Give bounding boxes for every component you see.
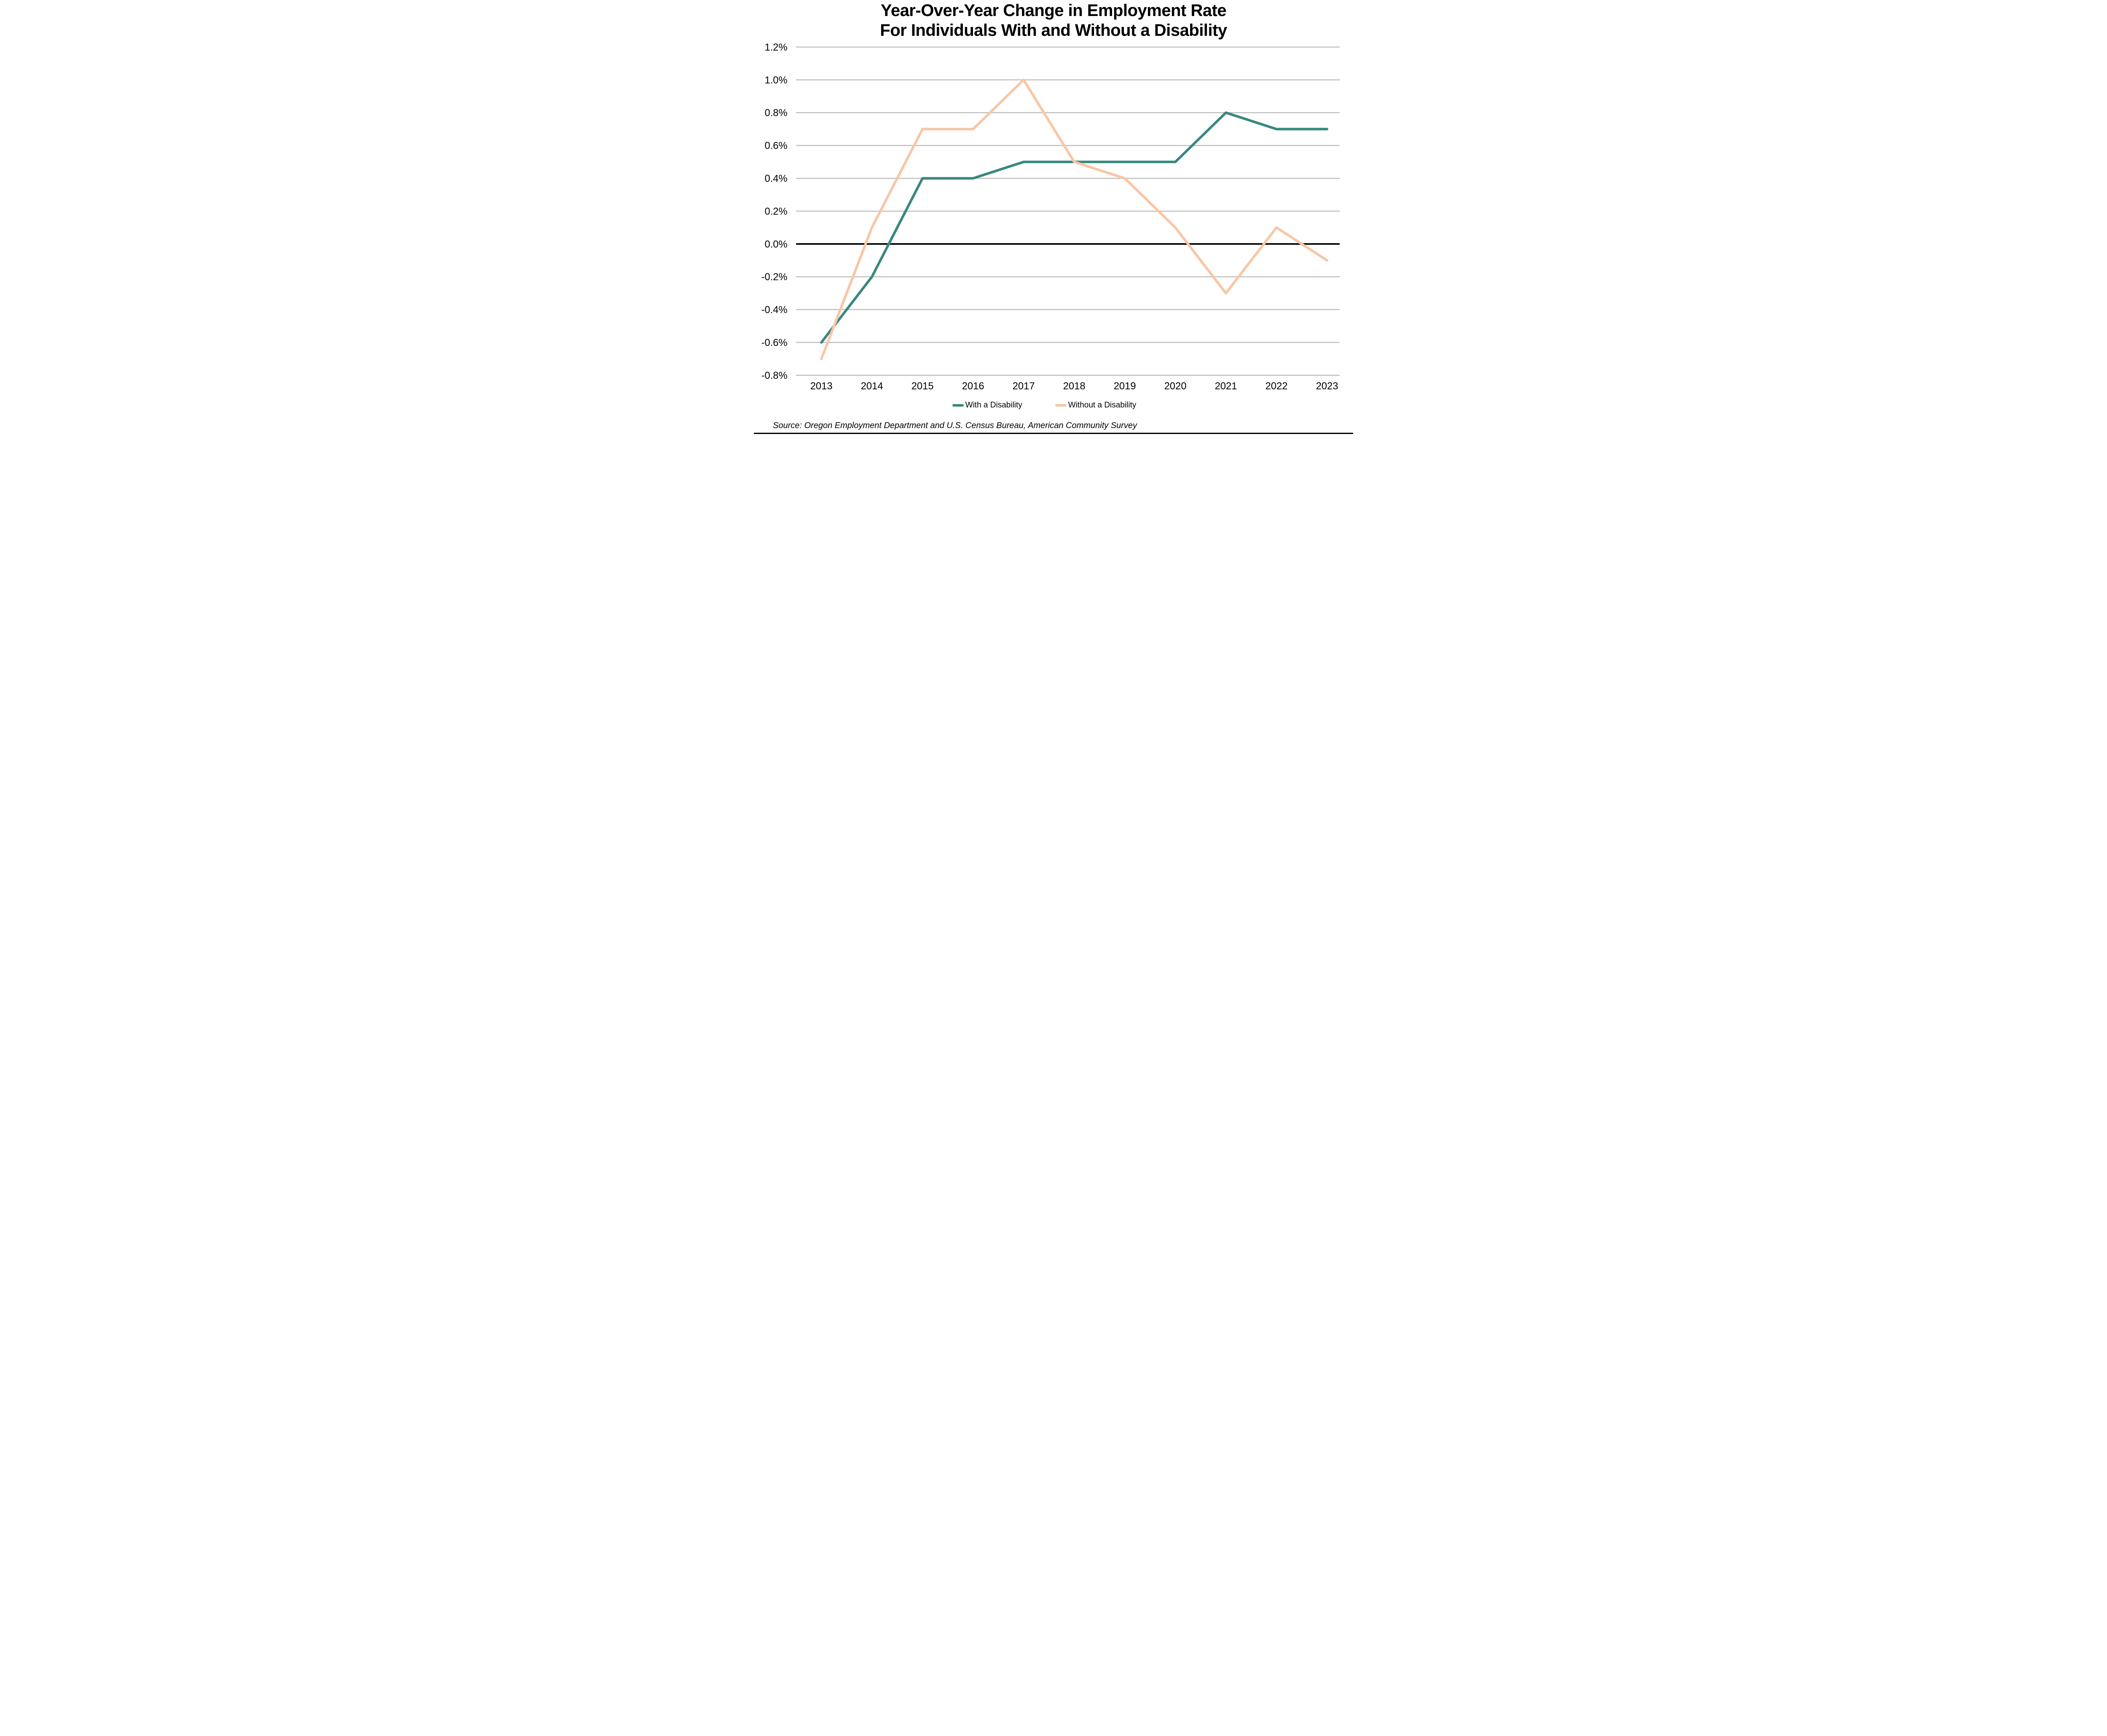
y-tick-label: 0.0%: [764, 238, 787, 250]
y-tick-label: -0.2%: [761, 271, 788, 283]
x-tick-label: 2014: [861, 380, 883, 392]
source-note: Source: Oregon Employment Department and…: [773, 421, 1137, 430]
y-tick-label: 0.8%: [764, 107, 787, 119]
plot-area: 1.2% 1.0% 0.8% 0.6% 0.4% 0.2% 0.0% -0.2% -0.4% -0…: [761, 42, 1340, 392]
legend-item-with-disability: With a Disability: [952, 401, 1022, 410]
x-tick-label: 2018: [1063, 380, 1086, 392]
series-line-with-disability: [820, 111, 1329, 344]
chart-title: Year-Over-Year Change in Employment Rate…: [754, 1, 1353, 40]
y-tick-label: 0.2%: [764, 206, 787, 217]
y-tick-label: 1.2%: [764, 42, 787, 53]
x-tick-label: 2022: [1265, 380, 1288, 392]
chart-title-line1: Year-Over-Year Change in Employment Rate: [880, 1, 1227, 20]
x-tick-label: 2015: [911, 380, 934, 392]
chart-figure: Year-Over-Year Change in Employment Rate…: [754, 0, 1353, 434]
y-tick-label: -0.8%: [761, 370, 788, 381]
y-tick-label: -0.4%: [761, 304, 788, 316]
series-line-without-disability: [820, 78, 1329, 360]
legend-swatch-without-disability-icon: [1055, 404, 1067, 407]
x-tick-label: 2023: [1316, 380, 1338, 392]
legend-swatch-with-disability-icon: [952, 404, 964, 407]
legend-label-without-disability: Without a Disability: [1068, 401, 1137, 410]
y-tick-label: 1.0%: [764, 75, 787, 86]
x-tick-label: 2013: [810, 380, 833, 392]
x-tick-label: 2019: [1114, 380, 1136, 392]
x-tick-label: 2020: [1164, 380, 1187, 392]
y-tick-label: 0.4%: [764, 173, 787, 184]
legend-item-without-disability: Without a Disability: [1055, 401, 1137, 410]
legend-label-with-disability: With a Disability: [965, 401, 1022, 410]
y-tick-label: 0.6%: [764, 140, 787, 152]
x-tick-label: 2021: [1215, 380, 1237, 392]
chart-title-line2: For Individuals With and Without a Disab…: [880, 21, 1227, 40]
x-tick-label: 2016: [962, 380, 984, 392]
bottom-border-bar: [754, 433, 1353, 434]
legend: With a Disability Without a Disability: [754, 399, 1353, 411]
x-tick-label: 2017: [1013, 380, 1035, 392]
y-tick-label: -0.6%: [761, 337, 788, 348]
